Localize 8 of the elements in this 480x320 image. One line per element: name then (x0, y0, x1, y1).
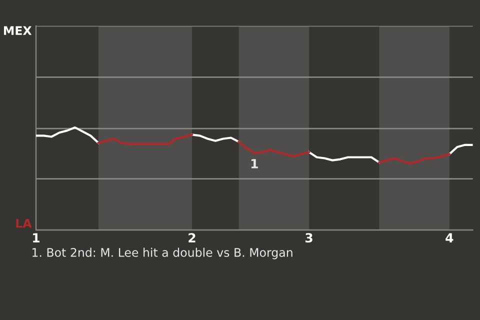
x-tick-label: 3 (305, 233, 312, 243)
x-tick-label: 2 (188, 233, 196, 242)
x-tick-label: 4 (446, 233, 454, 242)
ref-line-label: MEX (4, 26, 32, 35)
annotation: 1 (251, 159, 258, 168)
text: 1. Bot 2nd: M. Lee hit a double vs B. Morgan (32, 248, 292, 260)
ref-line-label: LA (16, 219, 32, 228)
x-tick-label: 1 (33, 233, 40, 242)
